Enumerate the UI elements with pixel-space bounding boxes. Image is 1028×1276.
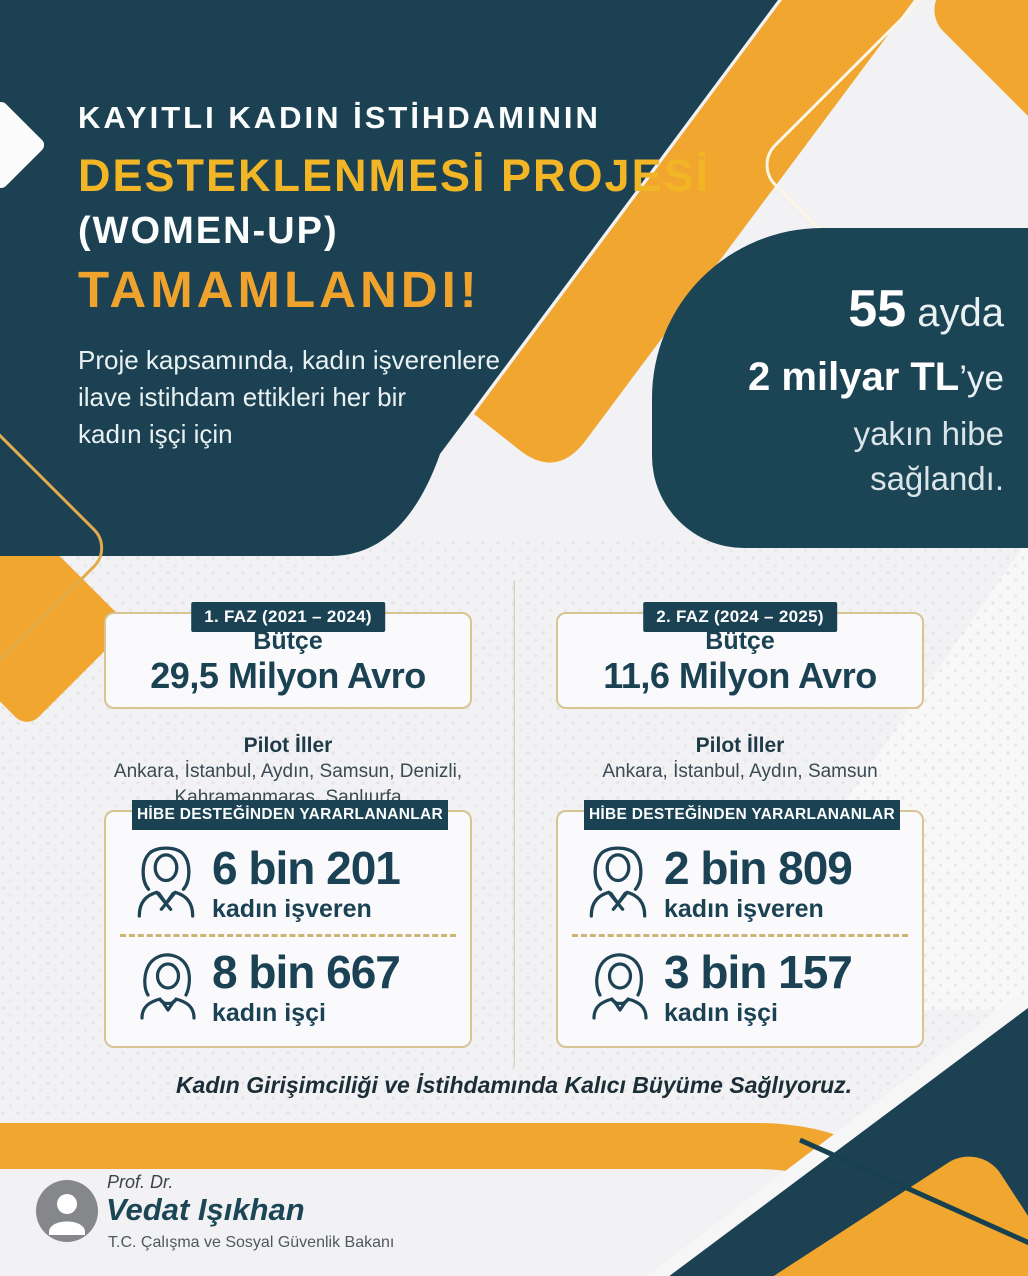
phase2-pilot-cities: Ankara, İstanbul, Aydın, Samsun xyxy=(602,761,878,782)
phase2-pilot-label: Pilot İller xyxy=(695,734,785,757)
phase2-stat-workers: 3 bin 157 kadın işçi xyxy=(664,946,853,1028)
phase1-budget-value: 29,5 Milyon Avro xyxy=(150,655,426,696)
stat-value: 6 bin 201 xyxy=(212,842,401,894)
phase2-budget-value: 11,6 Milyon Avro xyxy=(603,655,877,696)
stat-value: 3 bin 157 xyxy=(664,946,853,998)
phase1-stat-workers: 8 bin 667 kadın işçi xyxy=(212,946,401,1028)
footer-name: Vedat Işıkhan xyxy=(106,1192,305,1227)
title-line-2: DESTEKLENMESİ PROJESİ xyxy=(78,150,711,201)
footer-role: T.C. Çalışma ve Sosyal Güvenlik Bakanı xyxy=(108,1234,395,1251)
stat-value: 2 bin 809 xyxy=(664,842,853,894)
stat-label: kadın işveren xyxy=(212,895,372,923)
avatar xyxy=(36,1180,98,1242)
woman-icon xyxy=(588,948,650,1025)
grant-line-4: sağlandı. xyxy=(870,460,1004,497)
intro-paragraph: Proje kapsamında, kadın işverenlere ilav… xyxy=(78,345,501,449)
grant-line-3: yakın hibe xyxy=(853,415,1004,452)
tagline: Kadın Girişimciliği ve İstihdamında Kalı… xyxy=(175,1072,853,1098)
phase1-pilot-cities: Ankara, İstanbul, Aydın, Samsun, Denizli… xyxy=(113,761,463,808)
grant-months-suffix: ayda xyxy=(906,291,1004,335)
orange-corner-diamond-top xyxy=(934,0,1028,196)
grant-amount-suffix: ’ye xyxy=(959,359,1004,398)
stat-label: kadın işveren xyxy=(664,895,824,923)
white-gap-line xyxy=(647,994,1028,1276)
orange-chevron-left xyxy=(0,530,123,722)
footer-title: Prof. Dr. xyxy=(107,1172,174,1192)
woman-icon xyxy=(136,948,198,1025)
person-icon xyxy=(49,1194,85,1235)
column-divider xyxy=(513,580,515,1067)
phase1-beneficiaries-title: HİBE DESTEĞİNDEN YARARLANANLAR xyxy=(132,800,448,830)
white-chevron-icon xyxy=(0,101,45,189)
businesswoman-icon xyxy=(586,842,650,923)
phase2-stat-employers: 2 bin 809 kadın işveren xyxy=(664,842,853,924)
grant-months-value: 55 xyxy=(848,280,907,338)
dashed-divider xyxy=(120,934,456,937)
grant-amount-value: 2 milyar TL xyxy=(748,355,960,399)
orange-corner-diamond-bottom xyxy=(742,1156,1028,1276)
phase2-beneficiaries-title: HİBE DESTEĞİNDEN YARARLANANLAR xyxy=(584,800,900,830)
stat-label: kadın işçi xyxy=(212,999,326,1027)
dashed-divider xyxy=(572,934,908,937)
title-line-3: (WOMEN-UP) xyxy=(78,210,339,252)
stat-label: kadın işçi xyxy=(664,999,778,1027)
stat-value: 8 bin 667 xyxy=(212,946,401,998)
businesswoman-icon xyxy=(134,842,198,923)
grant-amount: 2 milyar TL’ye xyxy=(652,351,1004,412)
header-shape xyxy=(0,0,778,556)
teal-accent-line xyxy=(798,1137,1028,1246)
title-line-1: KAYITLI KADIN İSTİHDAMININ xyxy=(78,100,601,135)
title-line-4: TAMAMLANDI! xyxy=(78,261,481,318)
grant-months: 55 ayda xyxy=(652,280,1004,351)
phase1-pilot-label: Pilot İller xyxy=(243,734,333,757)
phase1-stat-employers: 6 bin 201 kadın işveren xyxy=(212,842,401,924)
phase1-budget-frame xyxy=(104,612,472,709)
grant-summary-box: 55 ayda 2 milyar TL’ye yakın hibe sağlan… xyxy=(652,228,1028,548)
phase1-badge: 1. FAZ (2021 – 2024) xyxy=(191,602,385,632)
phase2-badge: 2. FAZ (2024 – 2025) xyxy=(643,602,837,632)
